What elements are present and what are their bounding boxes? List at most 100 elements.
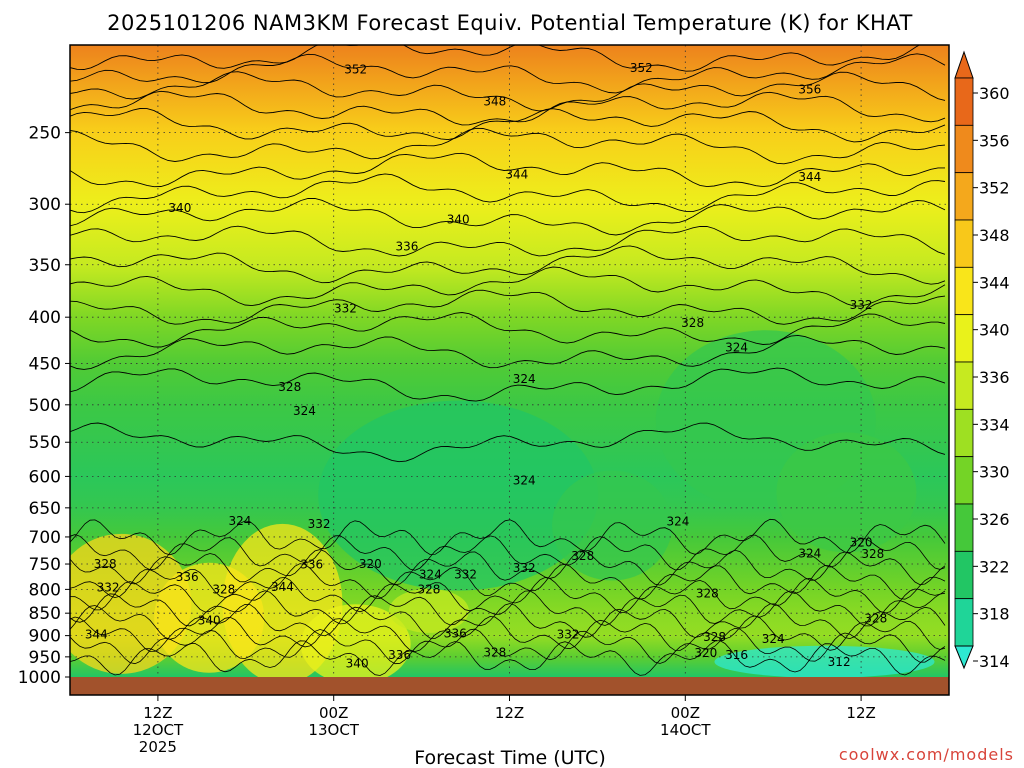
contour-label: 324 xyxy=(513,473,536,487)
contour-label: 352 xyxy=(344,63,367,77)
colorbar-bottom-arrow xyxy=(954,645,974,670)
x-tick-label: 00Z xyxy=(319,704,348,722)
isentrope-344 xyxy=(70,152,945,188)
contour-label: 328 xyxy=(278,380,301,394)
isentrope-350 xyxy=(70,90,946,126)
colorbar-label: 360 xyxy=(979,84,1010,103)
contour-label: 332 xyxy=(850,298,873,312)
colorbar-top-arrow xyxy=(954,50,974,79)
y-tick-label: 250 xyxy=(29,124,61,144)
contour-label: 324 xyxy=(725,340,748,354)
contour-label: 328 xyxy=(703,630,726,644)
y-tick-label: 450 xyxy=(29,354,61,374)
boundary-layer-contour xyxy=(70,590,946,627)
contour-label: 340 xyxy=(198,614,221,628)
colorbar-segment xyxy=(954,77,974,126)
y-tick-label: 650 xyxy=(29,499,61,519)
boundary-layer-contour xyxy=(70,518,946,556)
colorbar-label: 330 xyxy=(979,463,1010,482)
colorbar-segment xyxy=(954,361,974,410)
isentrope-338 xyxy=(70,225,946,257)
colorbar: 360 356 352 348 344 340 336 334 330 326 322 318 314 xyxy=(954,50,1010,671)
isentrope-352 xyxy=(70,71,946,112)
contour-label: 324 xyxy=(513,372,536,386)
isentrope-326 xyxy=(70,367,946,402)
colorbar-label: 334 xyxy=(979,415,1010,434)
y-tick-label: 400 xyxy=(29,308,61,328)
contour-label: 312 xyxy=(828,655,851,669)
isentrope-324 xyxy=(70,422,946,463)
x-tick-label: 12Z xyxy=(143,704,172,722)
contour-label: 328 xyxy=(696,586,719,600)
colorbar-label: 318 xyxy=(979,605,1010,624)
contour-label: 320 xyxy=(694,646,717,660)
colorbar-segment xyxy=(954,266,974,316)
boundary-layer-contour xyxy=(70,627,946,665)
contour-label: 332 xyxy=(454,567,477,581)
boundary-layer-contour xyxy=(70,549,946,586)
colorbar-label: 326 xyxy=(979,510,1010,529)
y-axis: 250 300 350 400 450 500 550 600 650 700 750 800 850 9… xyxy=(18,124,70,688)
colorbar-label: 336 xyxy=(979,368,1010,387)
y-tick-label: 500 xyxy=(29,396,61,416)
contour-label: 324 xyxy=(798,546,821,560)
contour-label: 328 xyxy=(864,612,887,626)
contour-label: 340 xyxy=(447,213,470,227)
boundary-layer-contour xyxy=(70,563,946,600)
isentrope-332 xyxy=(70,289,946,325)
contour-label: 328 xyxy=(417,582,440,596)
contour-label: 332 xyxy=(97,580,120,594)
contour-label: 328 xyxy=(212,582,235,596)
contour-lines xyxy=(70,45,946,676)
colorbar-label: 352 xyxy=(979,179,1010,198)
field-anomaly xyxy=(318,400,599,591)
contour-label: 340 xyxy=(168,201,191,215)
x-tick-label: 12Z xyxy=(495,704,524,722)
contour-label: 352 xyxy=(630,61,653,75)
y-tick-label: 900 xyxy=(29,627,61,647)
x-tick-label: 14OCT xyxy=(660,721,711,739)
boundary-layer-contour xyxy=(70,534,946,571)
y-tick-label: 700 xyxy=(29,528,61,548)
contour-label: 336 xyxy=(388,648,411,662)
ground-below-surface xyxy=(70,677,949,695)
x-axis-label: Forecast Time (UTC) xyxy=(414,747,605,768)
field-anomaly xyxy=(388,588,469,633)
x-tick-label: 2025 xyxy=(139,738,177,756)
grid xyxy=(70,45,949,677)
watermark: coolwx.com/models xyxy=(839,745,1014,764)
boundary-layer-contour xyxy=(70,640,946,676)
colorbar-label: 322 xyxy=(979,557,1010,576)
colorbar-label: 314 xyxy=(979,652,1010,671)
colorbar-label: 356 xyxy=(979,131,1010,150)
contour-label: 328 xyxy=(571,549,594,563)
colorbar-segment xyxy=(954,314,974,363)
contour-label: 332 xyxy=(334,301,357,315)
y-tick-label: 1000 xyxy=(18,668,61,688)
contour-label: 324 xyxy=(762,632,785,646)
contour-label: 324 xyxy=(228,514,251,528)
colorbar-label: 340 xyxy=(979,321,1010,340)
isentrope-354 xyxy=(70,53,946,94)
contour-label: 340 xyxy=(346,656,369,670)
contour-label: 324 xyxy=(293,404,316,418)
contour-label: 320 xyxy=(359,557,382,571)
contour-label: 336 xyxy=(395,239,418,253)
isentrope-346 xyxy=(70,127,946,165)
contour-label: 324 xyxy=(419,567,442,581)
colorbar-segment xyxy=(954,503,974,552)
contour-label: 328 xyxy=(94,557,117,571)
colorbar-label: 344 xyxy=(979,273,1010,292)
contour-label: 336 xyxy=(300,558,323,572)
y-tick-label: 800 xyxy=(29,580,61,600)
contour-label: 316 xyxy=(725,648,748,662)
colorbar-segment xyxy=(954,124,974,174)
contour-label: 332 xyxy=(513,561,536,575)
field-anomalies xyxy=(70,330,935,677)
contour-label: 344 xyxy=(505,167,528,181)
colorbar-segment xyxy=(954,408,974,458)
x-tick-label: 12Z xyxy=(846,704,875,722)
contour-label: 356 xyxy=(798,83,821,97)
